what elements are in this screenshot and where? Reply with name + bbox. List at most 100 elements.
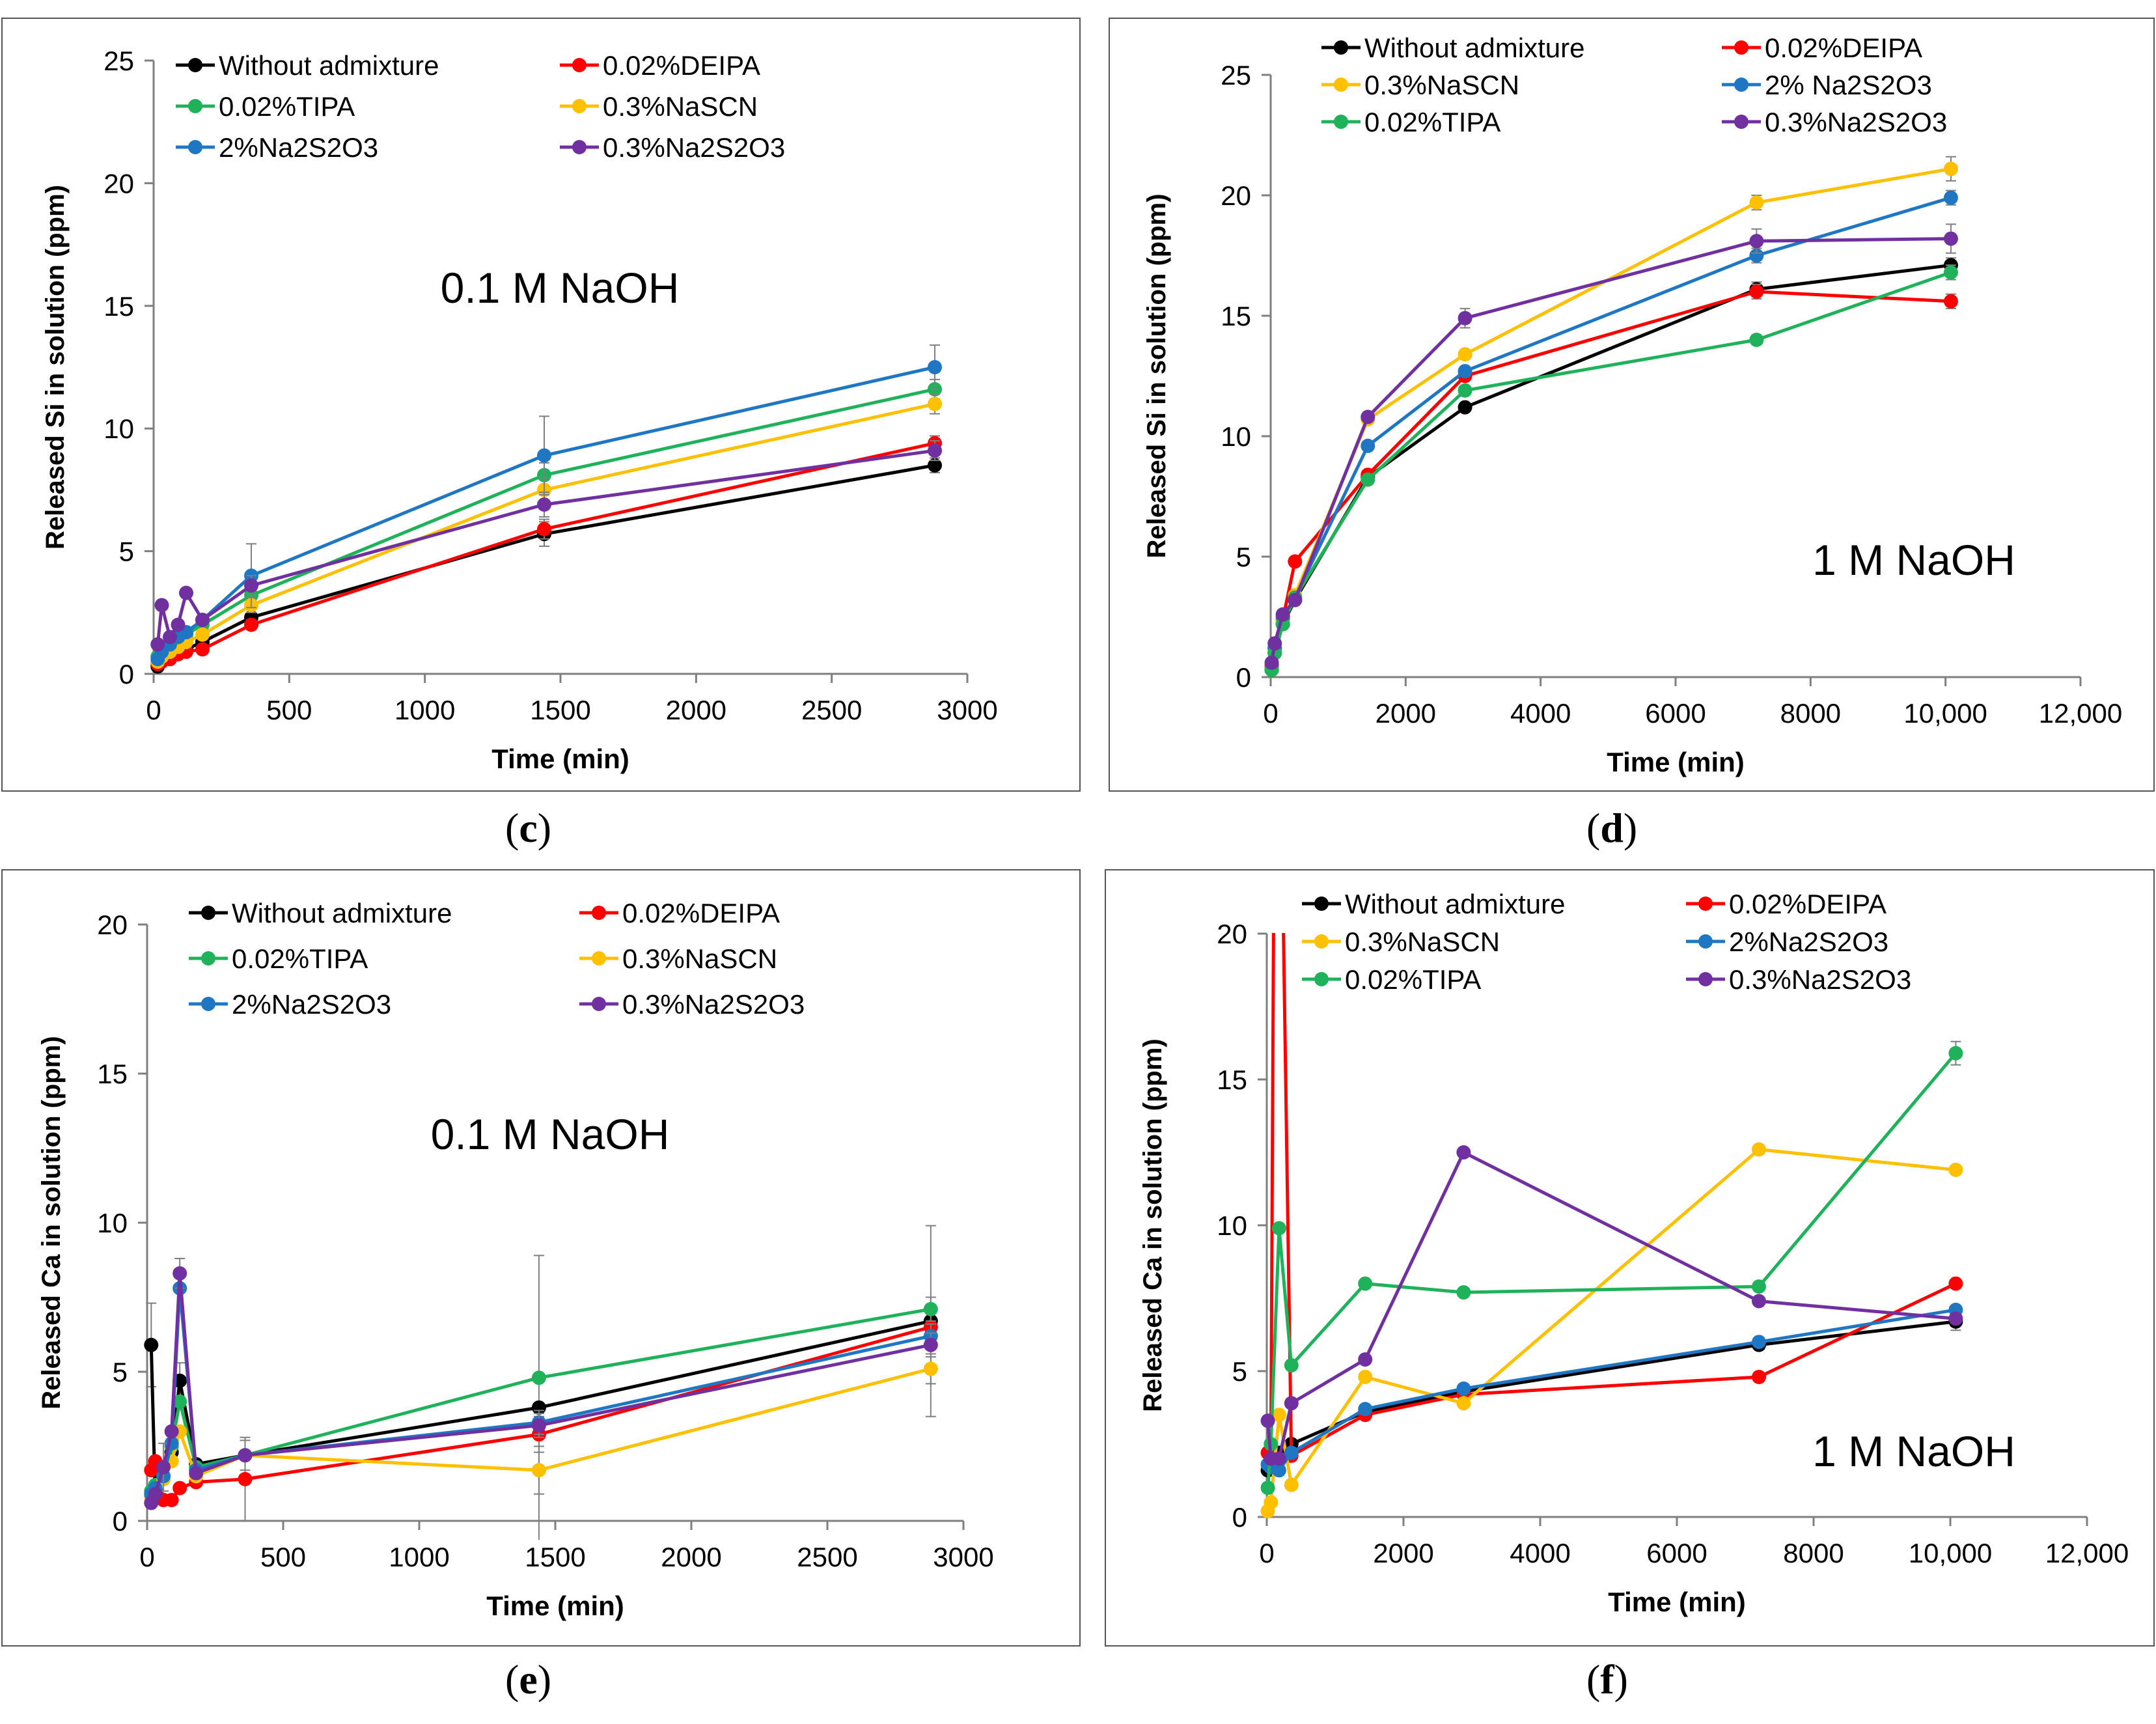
chart-panel-f: 0 5 10 15 20 0 2000 4000 6000 8000 10,000 12,000 Tim… xyxy=(1105,869,2155,1647)
legend-label: 0.3%NaSCN xyxy=(1364,70,1519,100)
data-point xyxy=(1749,285,1764,299)
x-tick-label: 3000 xyxy=(937,695,997,725)
data-point xyxy=(1458,364,1472,379)
data-point xyxy=(1458,311,1472,326)
legend-entry: 2%Na2S2O3 xyxy=(176,132,378,163)
legend-entry: 0.3%Na2S2O3 xyxy=(560,132,785,163)
data-point xyxy=(531,1463,546,1478)
panel-label-e: (e) xyxy=(505,1656,552,1703)
chart-panel-e: 0 5 10 15 20 0 500 1000 1500 2000 2500 3000 Time (mi… xyxy=(1,869,1081,1647)
x-tick-label: 6000 xyxy=(1645,698,1706,729)
y-tick-label: 10 xyxy=(104,413,134,444)
legend-entry: 0.3%NaSCN xyxy=(1321,70,1519,100)
data-point xyxy=(144,1337,159,1352)
legend-entry: 0.3%NaSCN xyxy=(560,91,758,122)
data-point xyxy=(537,497,551,512)
y-tick-label: 15 xyxy=(1217,1064,1247,1095)
x-tick-label: 3000 xyxy=(933,1542,993,1572)
data-point xyxy=(1456,1396,1471,1411)
legend-swatch-marker xyxy=(201,951,215,966)
data-point xyxy=(928,360,942,374)
data-point xyxy=(1943,294,1958,309)
y-tick-label: 0 xyxy=(119,659,134,689)
legend-label: 2% Na2S2O3 xyxy=(1765,70,1932,100)
x-tick-label: 12,000 xyxy=(2045,1538,2129,1568)
y-tick-label: 5 xyxy=(113,1357,128,1387)
data-point xyxy=(1749,248,1764,263)
legend-label: 0.3%NaSCN xyxy=(1345,926,1500,957)
data-point xyxy=(1260,1413,1275,1428)
x-tick-label: 1500 xyxy=(530,695,590,725)
condition-annotation: 1 M NaOH xyxy=(1812,536,2015,584)
data-point xyxy=(1749,333,1764,347)
legend-label: 0.02%DEIPA xyxy=(1765,33,1922,63)
data-point xyxy=(1752,1335,1766,1350)
data-point xyxy=(238,1448,253,1463)
data-point xyxy=(1275,607,1290,622)
legend-swatch-marker xyxy=(572,99,587,113)
data-point xyxy=(1458,347,1472,362)
legend-label: Without admixture xyxy=(219,50,439,81)
legend-swatch-marker xyxy=(188,99,202,113)
x-tick-label: 0 xyxy=(1263,698,1278,729)
x-tick-label: 2000 xyxy=(666,695,726,725)
x-tick-label: 0 xyxy=(146,695,161,725)
x-axis-label: Time (min) xyxy=(491,744,629,774)
data-point xyxy=(1271,1451,1286,1466)
legend-entry: 0.3%NaSCN xyxy=(579,943,777,974)
data-point xyxy=(1358,1276,1373,1291)
y-tick-label: 15 xyxy=(1221,301,1251,331)
data-point xyxy=(171,617,186,632)
x-tick-label: 4000 xyxy=(1510,1538,1570,1568)
x-tick-label: 2500 xyxy=(801,695,862,725)
x-axis-label: Time (min) xyxy=(1607,747,1745,777)
legend-entry: 0.02%TIPA xyxy=(176,91,355,122)
legend-swatch-marker xyxy=(1334,115,1348,129)
legend-entry: 0.02%TIPA xyxy=(1302,964,1481,995)
x-tick-label: 2000 xyxy=(1375,698,1436,729)
y-tick-label: 25 xyxy=(1221,60,1251,90)
data-point xyxy=(531,1418,546,1433)
x-axis-label: Time (min) xyxy=(486,1591,624,1621)
data-point xyxy=(1948,1162,1963,1177)
data-point xyxy=(1361,410,1375,424)
chart-frame xyxy=(1,18,1081,792)
data-point xyxy=(1264,1495,1278,1510)
condition-annotation: 1 M NaOH xyxy=(1812,1427,2015,1475)
chart-frame xyxy=(1105,869,2155,1647)
legend-swatch-marker xyxy=(201,997,215,1011)
legend-label: 0.02%TIPA xyxy=(1345,964,1481,995)
legend-label: 0.02%DEIPA xyxy=(622,898,780,928)
panel-label-d: (d) xyxy=(1586,805,1638,851)
data-point xyxy=(1361,438,1375,453)
legend-swatch-marker xyxy=(1698,897,1713,911)
data-point xyxy=(244,578,258,593)
legend-entry: 2% Na2S2O3 xyxy=(1722,70,1932,100)
chart-frame xyxy=(1109,18,2155,792)
data-point xyxy=(1456,1145,1471,1160)
data-point xyxy=(923,1301,938,1316)
legend-label: 0.3%Na2S2O3 xyxy=(622,989,805,1020)
legend-swatch-marker xyxy=(572,140,587,154)
data-point xyxy=(164,1492,179,1507)
data-point xyxy=(1271,1463,1286,1478)
legend-label: 2%Na2S2O3 xyxy=(232,989,391,1020)
data-point xyxy=(537,448,551,463)
data-point xyxy=(1288,554,1303,569)
x-tick-label: 2500 xyxy=(797,1542,857,1572)
legend-swatch-marker xyxy=(1334,40,1348,55)
chart-panel-d: 0 5 10 15 20 25 0 2000 4000 6000 8000 10,000 12,000 T… xyxy=(1109,18,2155,792)
legend-entry: Without admixture xyxy=(1321,33,1584,63)
data-point xyxy=(1358,1402,1373,1417)
x-tick-label: 4000 xyxy=(1510,698,1571,729)
data-point xyxy=(1267,636,1282,651)
x-tick-label: 500 xyxy=(260,1542,306,1572)
legend-swatch-marker xyxy=(1314,934,1329,949)
data-point xyxy=(537,521,551,536)
legend-entry: 0.02%DEIPA xyxy=(560,50,760,81)
y-tick-label: 10 xyxy=(97,1208,128,1238)
data-point xyxy=(1284,1445,1299,1460)
legend-swatch-marker xyxy=(592,951,606,966)
legend-swatch-marker xyxy=(592,997,606,1011)
y-axis-label: Released Si in solution (ppm) xyxy=(1142,193,1171,558)
